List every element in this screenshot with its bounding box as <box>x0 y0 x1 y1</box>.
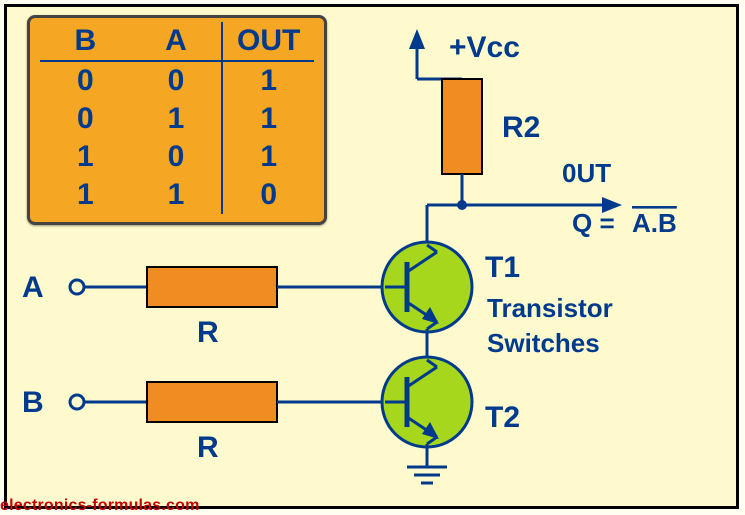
resistor-b <box>147 382 277 422</box>
diagram-frame: B A OUT 0 0 1 0 1 1 1 0 1 1 1 0 <box>4 4 739 509</box>
label-t1: T1 <box>485 251 520 284</box>
label-r2: R2 <box>502 111 540 144</box>
label-q-value: A.B <box>632 208 677 238</box>
label-q-prefix: Q = <box>572 208 615 238</box>
label-r-a: R <box>197 316 219 349</box>
arrow-vcc <box>409 29 425 49</box>
label-switches-2: Switches <box>487 328 600 358</box>
resistor-r2 <box>442 79 482 174</box>
label-t2: T2 <box>485 401 520 434</box>
label-out: 0UT <box>562 158 611 188</box>
label-r-b: R <box>197 431 219 464</box>
label-input-a: A <box>22 271 44 304</box>
label-switches-1: Transistor <box>487 293 613 323</box>
label-vcc: +Vcc <box>449 31 520 64</box>
terminal-a <box>70 280 84 294</box>
circuit-svg: +Vcc R2 0UT Q = A.B A R T1 <box>7 7 742 512</box>
resistor-a <box>147 267 277 307</box>
watermark: electronics-formulas.com <box>0 497 200 515</box>
label-input-b: B <box>22 386 44 419</box>
terminal-b <box>70 395 84 409</box>
